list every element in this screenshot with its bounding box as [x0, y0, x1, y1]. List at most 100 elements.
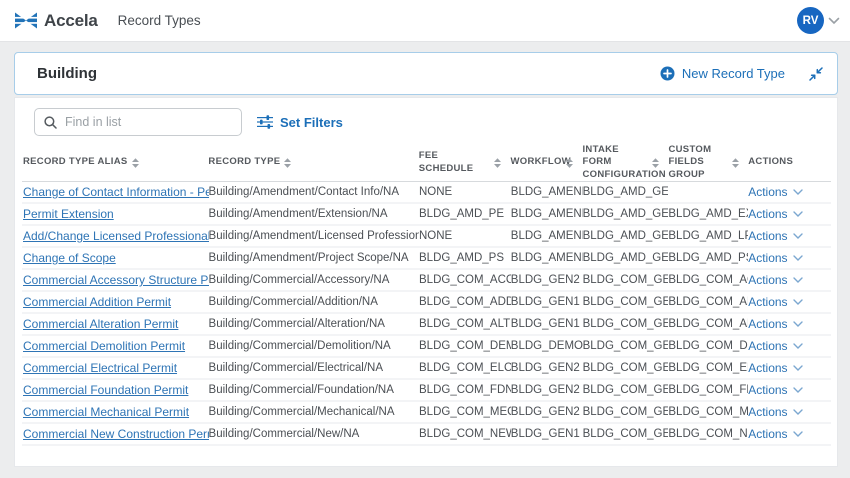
record-type-alias-link[interactable]: Commercial Mechanical Permit	[23, 405, 190, 420]
custom-fields-group-cell: BLDG_COM_ALT	[668, 318, 748, 331]
workflow-cell: BLDG_AMEND	[510, 252, 583, 265]
actions-dropdown-button[interactable]: Actions	[748, 185, 803, 199]
record-type-alias-link[interactable]: Commercial Alteration Permit	[23, 317, 179, 332]
actions-dropdown-button[interactable]: Actions	[748, 405, 803, 419]
record-type-cell: Building/Commercial/Demolition/NA	[208, 340, 391, 353]
intake-form-configuration-cell: BLDG_COM_GEN	[582, 362, 669, 375]
filter-sliders-icon	[257, 115, 273, 129]
intake-form-configuration-cell: BLDG_COM_GEN	[582, 340, 669, 353]
workflow-cell: BLDG_AMEND	[510, 230, 583, 243]
record-types-table: Record Type Alias Record Type Fee Schedu…	[22, 144, 831, 447]
column-header-workflow[interactable]: Workflow	[510, 156, 582, 168]
sort-icon[interactable]	[566, 157, 574, 168]
custom-fields-group-cell: BLDG_COM_ELC	[668, 362, 748, 375]
table-header-row: Record Type Alias Record Type Fee Schedu…	[22, 144, 831, 183]
table-row: Commercial Mechanical Permit Building/Co…	[22, 402, 831, 425]
actions-dropdown-button[interactable]: Actions	[748, 229, 803, 243]
page-title: Record Types	[117, 13, 201, 28]
actions-dropdown-button[interactable]: Actions	[748, 251, 803, 265]
fee-schedule-cell: NONE	[419, 230, 453, 243]
column-header-record-type-alias[interactable]: Record Type Alias	[23, 156, 208, 168]
record-type-alias-link[interactable]: Commercial Foundation Permit	[23, 383, 189, 398]
accela-logo[interactable]: Accela	[14, 11, 98, 31]
fee-schedule-cell: BLDG_COM_ADD	[419, 296, 511, 309]
column-header-fee-schedule[interactable]: Fee Schedule	[419, 150, 511, 175]
column-header-record-type[interactable]: Record Type	[208, 156, 418, 168]
record-type-alias-link[interactable]: Add/Change Licensed Professional	[23, 229, 209, 244]
actions-dropdown-button[interactable]: Actions	[748, 383, 803, 397]
module-title: Building	[37, 65, 97, 82]
intake-form-configuration-cell: BLDG_AMD_GENERAL	[582, 230, 669, 243]
sort-icon[interactable]	[494, 157, 502, 168]
chevron-down-icon	[792, 210, 803, 217]
record-type-cell: Building/Amendment/Extension/NA	[208, 208, 388, 221]
table-row: Commercial Foundation Permit Building/Co…	[22, 380, 831, 403]
collapse-panel-button[interactable]	[809, 66, 823, 81]
brand-name: Accela	[44, 10, 98, 30]
record-type-cell: Building/Amendment/Project Scope/NA	[208, 252, 409, 265]
record-types-card: Set Filters Record Type Alias Record Typ…	[14, 97, 838, 467]
workflow-cell: BLDG_GEN2	[510, 274, 580, 287]
intake-form-configuration-cell: BLDG_AMD_GENERAL	[582, 252, 669, 265]
sort-icon[interactable]	[652, 157, 660, 168]
table-row: Add/Change Licensed Professional Buildin…	[22, 226, 831, 249]
search-icon	[44, 116, 57, 129]
table-row: Commercial New Construction Permit Build…	[22, 424, 831, 447]
chevron-down-icon	[792, 342, 803, 349]
record-type-alias-link[interactable]: Change of Contact Information - Permit	[23, 185, 209, 200]
record-type-alias-link[interactable]: Commercial Addition Permit	[23, 295, 172, 310]
new-record-type-button[interactable]: New Record Type	[660, 66, 785, 81]
record-type-alias-link[interactable]: Commercial New Construction Permit	[23, 427, 209, 442]
actions-dropdown-button[interactable]: Actions	[748, 339, 803, 353]
chevron-down-icon	[792, 276, 803, 283]
actions-dropdown-button[interactable]: Actions	[748, 361, 803, 375]
workflow-cell: BLDG_GEN1	[510, 296, 580, 309]
custom-fields-group-cell: BLDG_COM_NEW	[668, 428, 748, 441]
intake-form-configuration-cell: BLDG_AMD_GENERAL	[582, 186, 669, 199]
user-menu-chevron-icon[interactable]	[828, 17, 840, 25]
building-panel-header: Building New Record Type	[14, 52, 838, 95]
actions-dropdown-button[interactable]: Actions	[748, 295, 803, 309]
chevron-down-icon	[792, 386, 803, 393]
record-type-cell: Building/Commercial/Mechanical/NA	[208, 406, 395, 419]
fee-schedule-cell: BLDG_COM_DEM	[419, 340, 511, 353]
table-body: Change of Contact Information - Permit B…	[22, 182, 831, 447]
chevron-down-icon	[792, 408, 803, 415]
record-type-alias-link[interactable]: Commercial Demolition Permit	[23, 339, 186, 354]
actions-dropdown-button[interactable]: Actions	[748, 427, 803, 441]
user-avatar[interactable]: RV	[797, 7, 824, 34]
chevron-down-icon	[792, 298, 803, 305]
record-type-alias-link[interactable]: Permit Extension	[23, 207, 114, 222]
intake-form-configuration-cell: BLDG_COM_GEN	[582, 406, 669, 419]
column-header-actions: Actions	[748, 156, 794, 168]
record-type-alias-link[interactable]: Change of Scope	[23, 251, 116, 266]
column-header-intake-form-configuration[interactable]: Intake Form Configuration	[582, 144, 666, 180]
record-type-alias-link[interactable]: Commercial Electrical Permit	[23, 361, 178, 376]
sort-icon[interactable]	[284, 157, 292, 168]
chevron-down-icon	[792, 430, 803, 437]
record-type-cell: Building/Commercial/Alteration/NA	[208, 318, 385, 331]
top-navigation-bar: Accela Record Types RV	[0, 0, 850, 42]
workflow-cell: BLDG_DEMO	[510, 340, 583, 353]
set-filters-button[interactable]: Set Filters	[257, 115, 343, 130]
search-input[interactable]	[34, 108, 242, 136]
column-header-custom-fields-group[interactable]: Custom Fields Group	[668, 144, 748, 181]
record-type-alias-link[interactable]: Commercial Accessory Structure Permit	[23, 273, 209, 288]
record-type-cell: Building/Commercial/Accessory/NA	[208, 274, 390, 287]
chevron-down-icon	[792, 188, 803, 195]
record-type-cell: Building/Amendment/Contact Info/NA	[208, 186, 400, 199]
actions-dropdown-button[interactable]: Actions	[748, 207, 803, 221]
intake-form-configuration-cell: BLDG_COM_GEN	[582, 428, 669, 441]
sort-icon[interactable]	[131, 157, 139, 168]
avatar-initials: RV	[802, 14, 819, 27]
actions-dropdown-button[interactable]: Actions	[748, 317, 803, 331]
actions-dropdown-button[interactable]: Actions	[748, 273, 803, 287]
accela-logo-icon	[14, 12, 38, 29]
custom-fields-group-cell: BLDG_COM_FDN	[668, 384, 748, 397]
plus-circle-icon	[660, 66, 675, 81]
fee-schedule-cell: BLDG_COM_MEC	[419, 406, 511, 419]
intake-form-configuration-cell: BLDG_COM_GEN	[582, 296, 669, 309]
sort-icon[interactable]	[732, 157, 740, 168]
collapse-icon	[809, 66, 823, 81]
workflow-cell: BLDG_GEN2	[510, 384, 580, 397]
